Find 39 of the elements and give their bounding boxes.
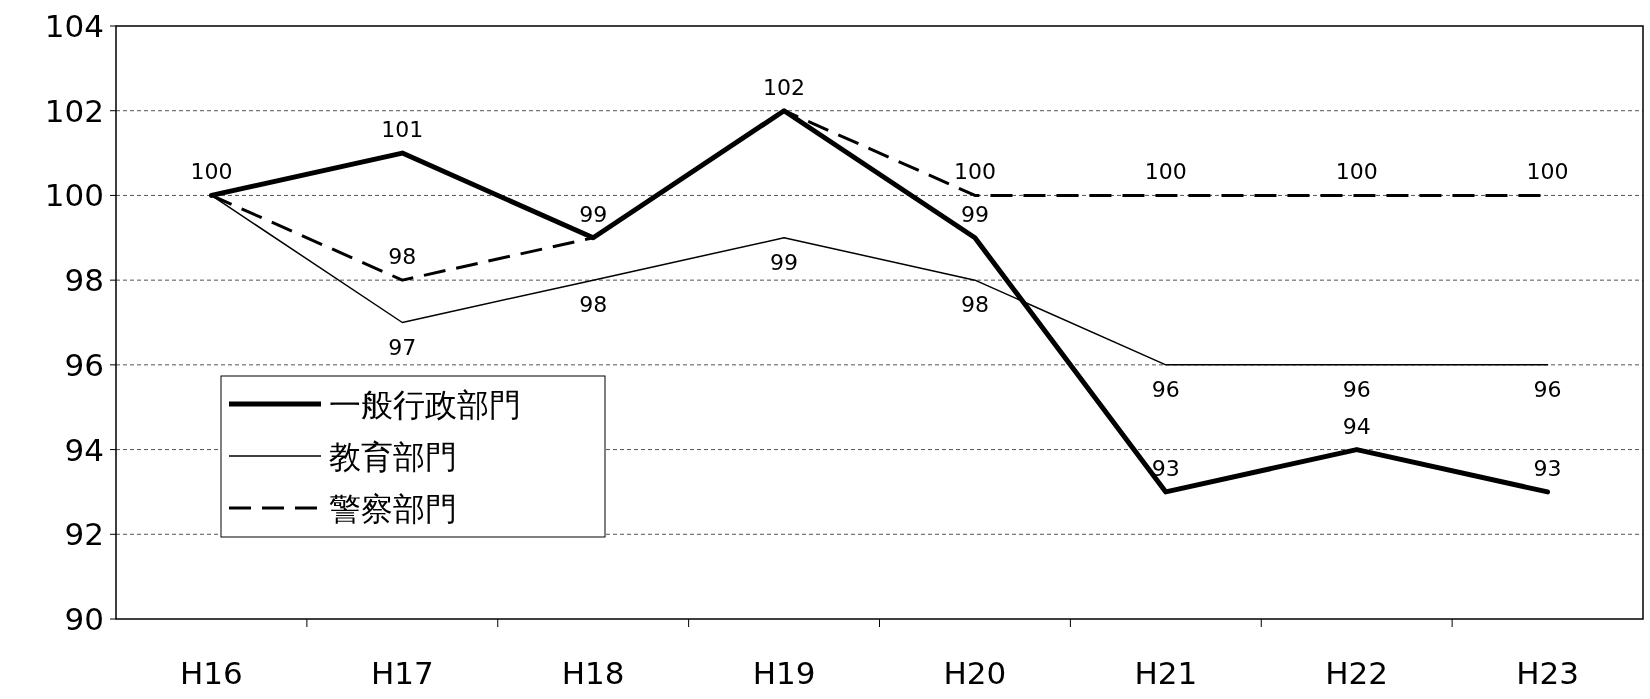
data-label: 100 (1526, 159, 1569, 185)
data-label: 100 (190, 159, 233, 185)
y-tick-label: 90 (64, 601, 104, 637)
data-label: 97 (388, 334, 417, 360)
data-label: 96 (1151, 376, 1180, 402)
data-label: 99 (770, 249, 799, 275)
data-label: 101 (381, 117, 424, 143)
legend-label: 警察部門 (329, 490, 457, 528)
data-label: 99 (579, 201, 608, 227)
y-tick-label: 98 (64, 262, 104, 299)
x-tick-label: H22 (1325, 655, 1389, 691)
data-label: 96 (1533, 376, 1562, 402)
x-tick-label: H19 (752, 655, 816, 691)
y-tick-label: 92 (64, 516, 104, 553)
data-label: 96 (1342, 376, 1371, 402)
data-label: 94 (1342, 413, 1371, 439)
x-tick-label: H21 (1134, 655, 1198, 691)
data-label: 93 (1533, 455, 1562, 481)
x-tick-label: H20 (943, 655, 1007, 691)
data-label: 98 (579, 292, 608, 318)
data-label: 100 (953, 159, 996, 185)
data-label: 100 (1144, 159, 1187, 185)
data-label: 102 (763, 74, 806, 100)
x-tick-label: H18 (561, 655, 625, 691)
data-label: 100 (1335, 159, 1378, 185)
y-tick-label: 104 (44, 8, 104, 44)
y-tick-label: 100 (44, 177, 104, 214)
legend-label: 教育部門 (329, 438, 457, 476)
y-tick-label: 102 (44, 92, 104, 129)
data-label: 98 (388, 244, 417, 270)
x-tick-label: H17 (370, 655, 434, 691)
y-tick-label: 96 (64, 346, 104, 383)
x-tick-label: H16 (180, 655, 243, 691)
y-tick-label: 94 (64, 431, 104, 468)
data-label: 93 (1151, 455, 1180, 481)
x-tick-label: H23 (1516, 655, 1579, 691)
data-label: 98 (960, 292, 989, 318)
data-label: 99 (960, 201, 989, 227)
legend-label: 一般行政部門 (329, 386, 521, 424)
